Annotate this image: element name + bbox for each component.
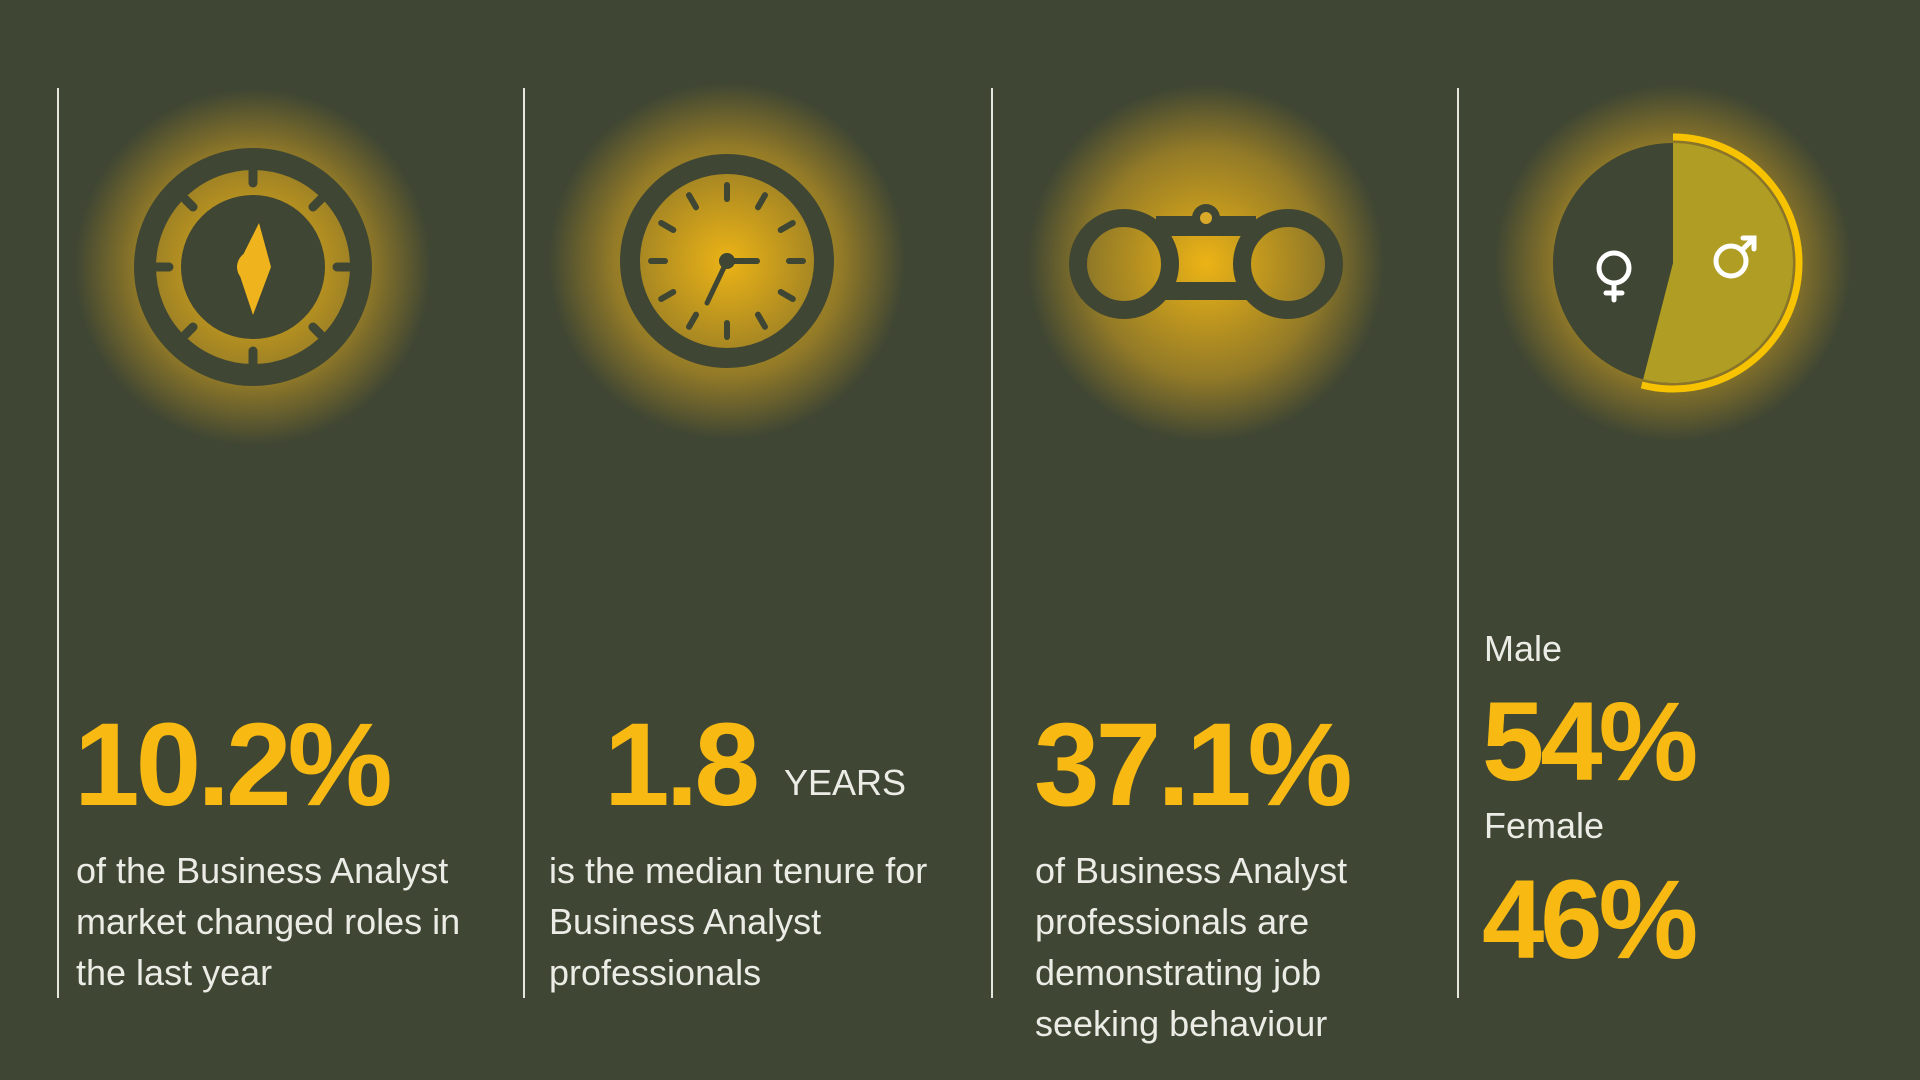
column-divider: [523, 88, 525, 998]
clock-tick: [658, 220, 677, 233]
stat-description: of Business Analyst professionals are de…: [1035, 850, 1348, 1044]
stat-value: 1.8: [604, 699, 760, 831]
column-divider: [1457, 88, 1459, 998]
gender-pie-icon: [1553, 133, 1803, 393]
stat-description: is the median tenure for Business Analys…: [549, 850, 928, 993]
stat-unit: YEARS: [784, 762, 907, 803]
male-symbol-icon: [1713, 235, 1757, 279]
clock-tick: [777, 289, 796, 302]
clock-tick: [777, 220, 796, 233]
stat-value: 10.2%: [74, 699, 393, 831]
stat-description: of the Business Analyst market changed r…: [76, 850, 461, 993]
male-value: 54%: [1482, 679, 1698, 804]
stat-value: 37.1%: [1034, 699, 1353, 831]
male-arc: [1640, 133, 1803, 393]
clock-tick: [686, 192, 699, 211]
clock-tick: [686, 311, 699, 330]
binoculars-icon: [1069, 204, 1343, 319]
column-divider: [57, 88, 59, 998]
clock-tick: [755, 311, 768, 330]
clock-icon: [620, 154, 834, 368]
clock-tick: [658, 289, 677, 302]
female-symbol-icon: [1596, 250, 1632, 303]
clock-tick: [755, 192, 768, 211]
column-divider: [991, 88, 993, 998]
female-value: 46%: [1482, 857, 1698, 982]
female-label: Female: [1484, 805, 1605, 846]
compass-icon: [134, 148, 372, 386]
male-label: Male: [1484, 628, 1563, 669]
